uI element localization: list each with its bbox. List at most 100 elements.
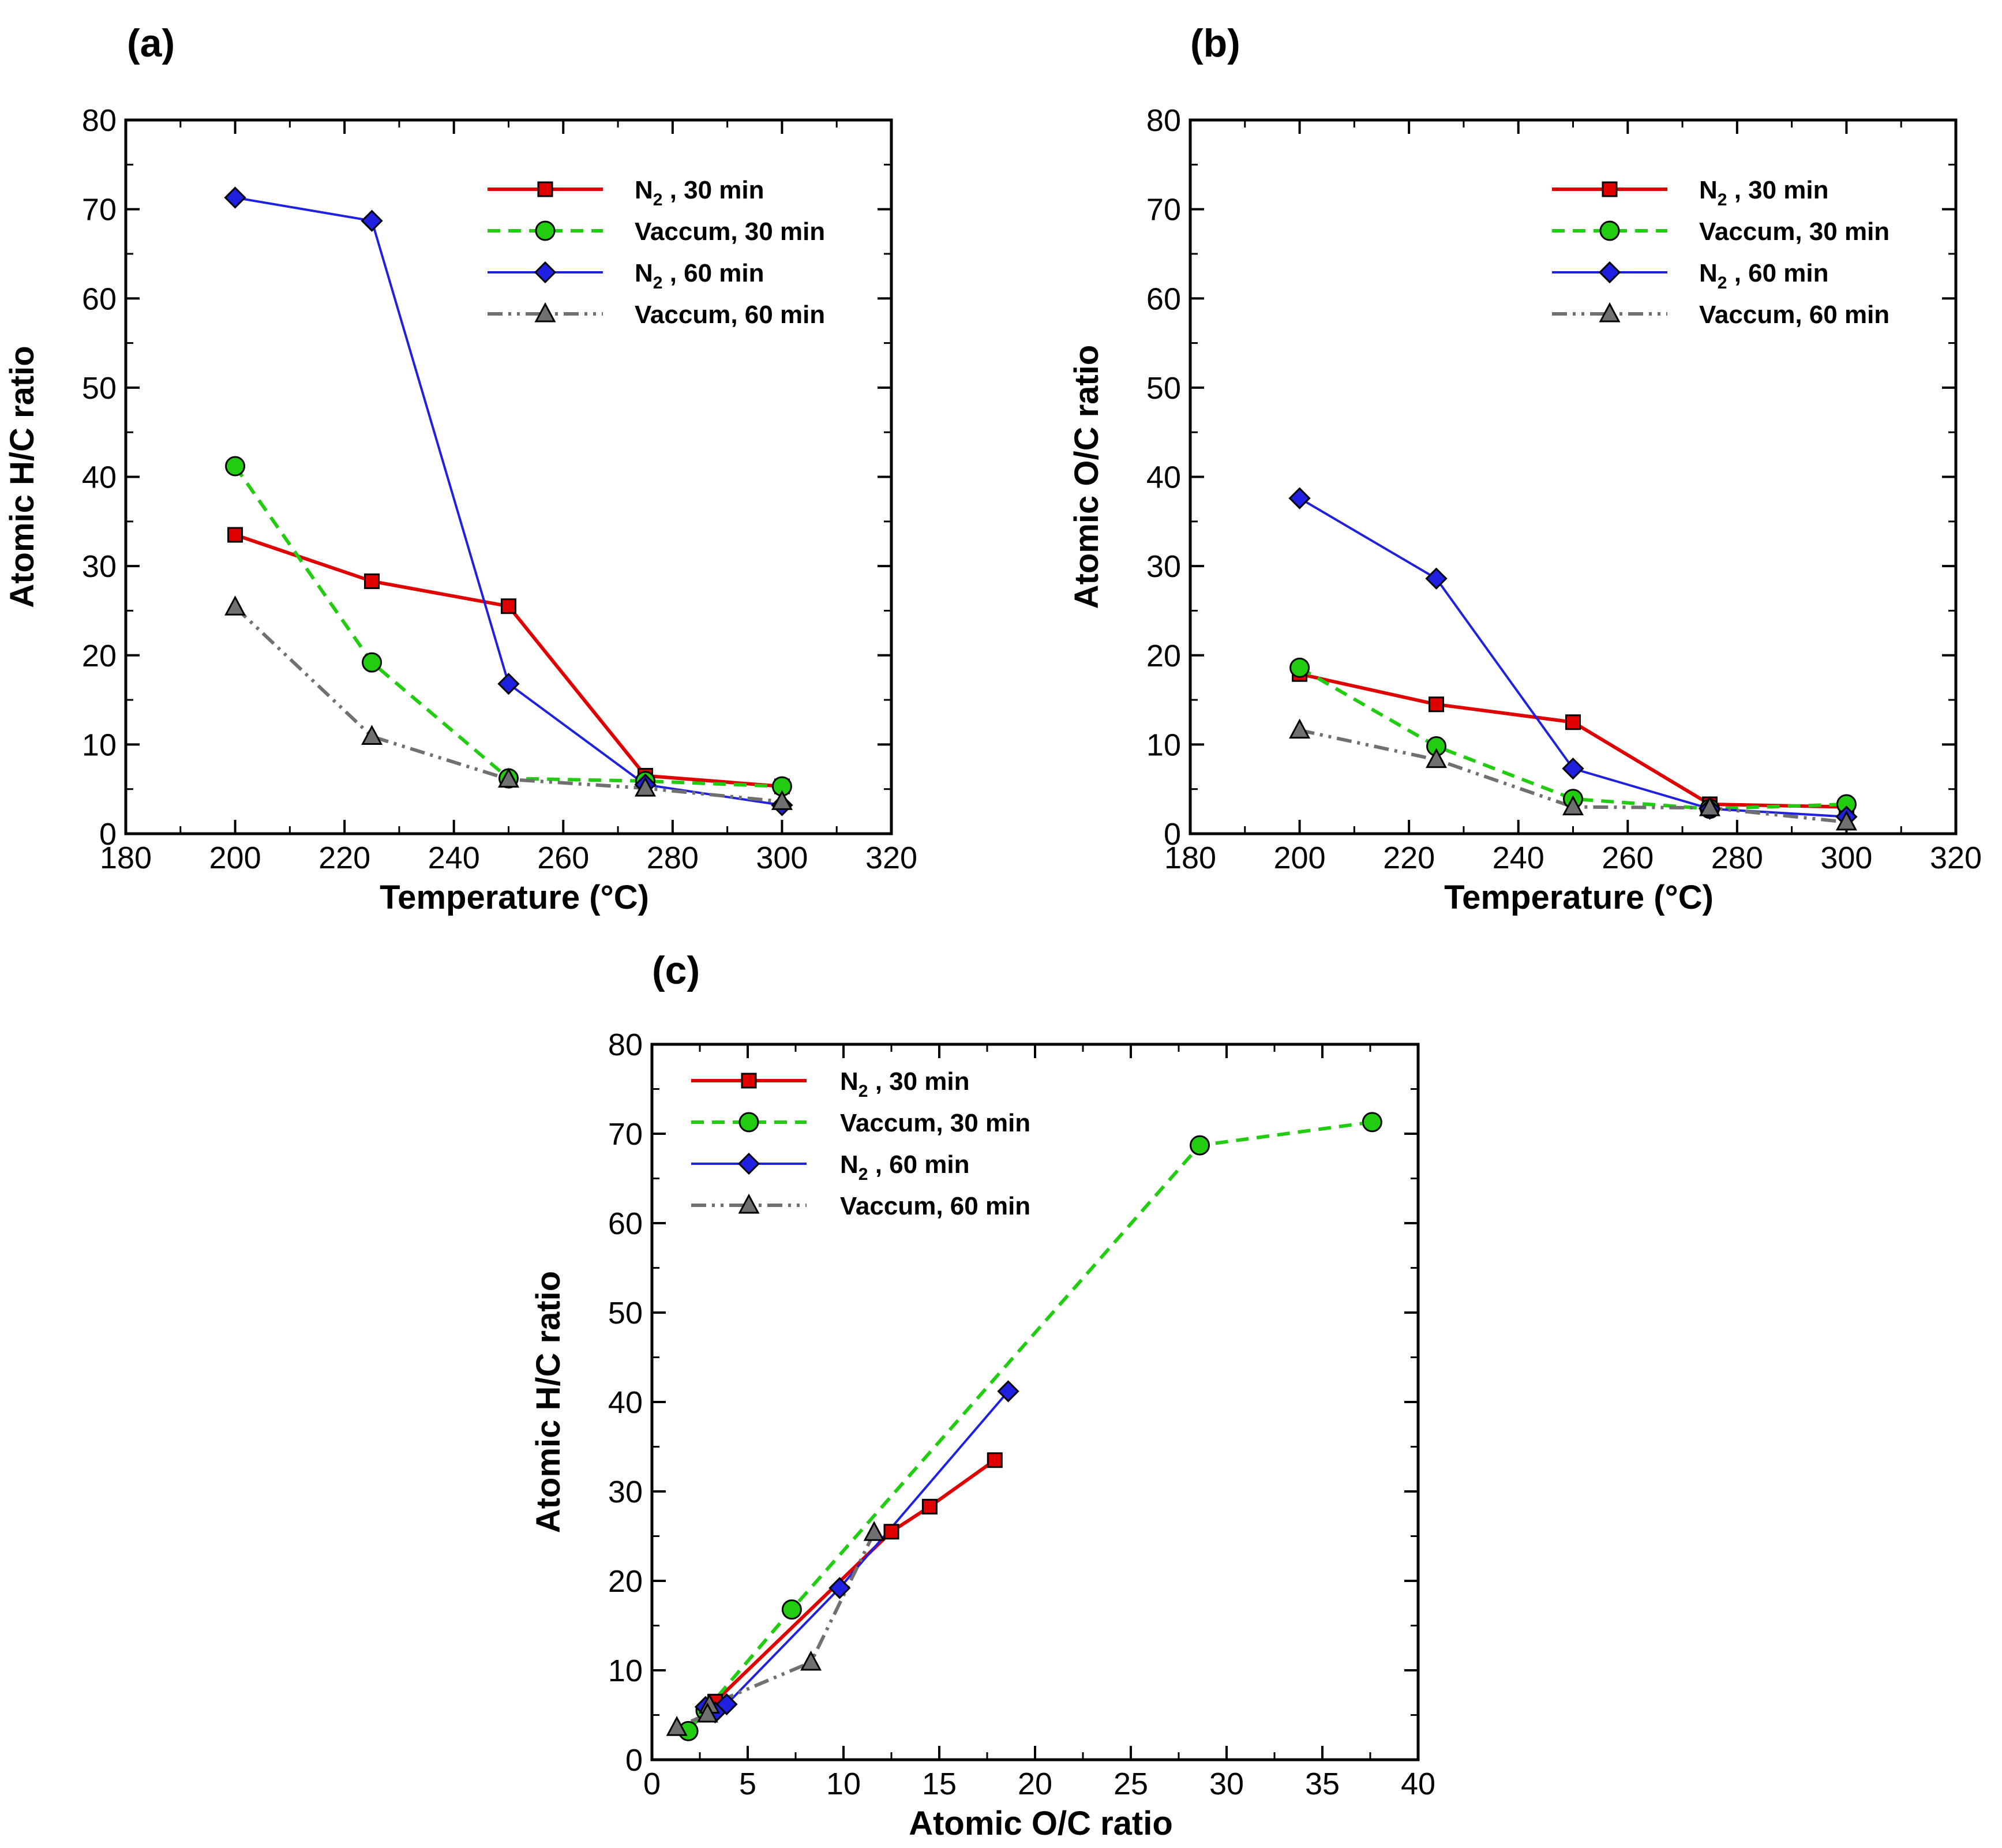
legend-label-vac_30: Vaccum, 30 min	[840, 1109, 1030, 1137]
y-axis-title: Atomic H/C ratio	[3, 346, 41, 608]
y-tick-label: 70	[1146, 193, 1181, 227]
legend-label-vac_30: Vaccum, 30 min	[1699, 218, 1889, 246]
data-point-n2_60	[224, 186, 246, 209]
legend-marker-vac_30	[1599, 220, 1620, 241]
data-point-n2_60	[1425, 567, 1448, 590]
legend-label-n2_60: N2 , 60 min	[840, 1150, 970, 1184]
y-axis-title: Atomic O/C ratio	[1068, 345, 1105, 609]
chart-0: (a) 180 200 220 240 260 280 300 320 0 10 20 30 40 50 60…	[3, 21, 917, 916]
legend: N2 , 30 min Vaccum, 30 min N2 , 60 min Vacc…	[488, 176, 825, 329]
data-point-n2_30	[921, 1498, 938, 1515]
y-tick-label: 10	[608, 1654, 643, 1688]
panel-label: (c)	[652, 949, 700, 992]
series-line-n2_60	[704, 1390, 1010, 1714]
legend-marker-vac_30	[535, 220, 556, 241]
legend: N2 , 30 min Vaccum, 30 min N2 , 60 min Vacc…	[691, 1067, 1030, 1220]
y-tick-label: 30	[1146, 549, 1181, 584]
y-tick-label: 0	[99, 817, 117, 852]
y-tick-label: 70	[608, 1117, 643, 1152]
chart-1: (b) 180 200 220 240 260 280 300 320 0 10 20 30 40 50 60…	[1068, 21, 1982, 916]
x-tick-label: 10	[826, 1767, 861, 1801]
data-point-n2_30	[883, 1524, 899, 1540]
y-tick-label: 0	[1164, 817, 1181, 852]
data-point-vac_30	[781, 1599, 802, 1620]
legend: N2 , 30 min Vaccum, 30 min N2 , 60 min Vacc…	[1552, 176, 1889, 329]
y-tick-label: 30	[608, 1475, 643, 1509]
x-tick-label: 200	[1274, 841, 1326, 875]
series-line-vac_60	[234, 606, 782, 804]
series-line-vac_60	[1299, 728, 1847, 824]
data-point-n2_30	[1565, 714, 1581, 730]
x-tick-label: 280	[1711, 841, 1763, 875]
y-tick-label: 50	[1146, 371, 1181, 406]
legend-label-n2_30: N2 , 30 min	[1699, 176, 1829, 209]
legend-marker-vac_60	[1599, 302, 1621, 323]
data-point-vac_60	[498, 767, 519, 788]
series-line-n2_30	[707, 1459, 996, 1714]
data-point-n2_30	[501, 598, 516, 614]
y-tick-label: 60	[1146, 282, 1181, 316]
x-tick-label: 280	[647, 841, 699, 875]
legend-marker-vac_60	[738, 1193, 760, 1214]
series-line-vac_30	[234, 465, 782, 789]
x-tick-label: 320	[865, 841, 917, 875]
x-tick-label: 240	[1493, 841, 1544, 875]
data-point-vac_30	[1362, 1112, 1382, 1133]
legend-marker-n2_30	[537, 181, 553, 197]
legend-marker-n2_30	[741, 1073, 757, 1089]
x-tick-label: 220	[318, 841, 370, 875]
data-point-vac_60	[1699, 796, 1720, 816]
x-tick-label: 260	[537, 841, 589, 875]
y-tick-label: 40	[608, 1385, 643, 1420]
series-line-vac_30	[1299, 666, 1847, 811]
y-tick-label: 30	[82, 549, 117, 584]
data-point-n2_60	[497, 673, 520, 695]
y-tick-label: 80	[608, 1028, 643, 1062]
y-tick-label: 0	[625, 1743, 643, 1778]
legend-label-n2_60: N2 , 60 min	[1699, 259, 1829, 293]
x-tick-label: 25	[1114, 1767, 1148, 1801]
data-point-n2_30	[987, 1452, 1003, 1468]
y-tick-label: 20	[608, 1564, 643, 1599]
legend-label-vac_30: Vaccum, 30 min	[635, 218, 825, 246]
legend-label-vac_60: Vaccum, 60 min	[635, 301, 825, 329]
x-tick-label: 35	[1305, 1767, 1340, 1801]
series-line-n2_30	[1299, 672, 1847, 809]
data-point-n2_60	[828, 1577, 851, 1599]
series-line-vac_60	[676, 1531, 876, 1729]
legend-label-n2_30: N2 , 30 min	[635, 176, 764, 209]
y-tick-label: 10	[1146, 728, 1181, 762]
y-tick-label: 40	[1146, 460, 1181, 495]
legend-label-n2_60: N2 , 60 min	[635, 259, 764, 293]
data-point-vac_60	[1289, 718, 1311, 739]
y-tick-label: 50	[608, 1296, 643, 1330]
x-tick-label: 180	[100, 841, 152, 875]
data-point-vac_30	[1289, 657, 1310, 678]
y-tick-label: 70	[82, 193, 117, 227]
y-tick-label: 60	[82, 282, 117, 316]
legend-marker-n2_30	[1602, 181, 1618, 197]
x-tick-label: 30	[1209, 1767, 1244, 1801]
x-tick-label: 320	[1930, 841, 1982, 875]
data-point-vac_60	[863, 1521, 885, 1541]
x-tick-label: 15	[922, 1767, 957, 1801]
y-tick-label: 20	[82, 639, 117, 673]
data-point-n2_30	[364, 573, 380, 589]
data-point-n2_60	[997, 1380, 1019, 1403]
x-tick-label: 220	[1383, 841, 1435, 875]
data-point-vac_60	[771, 790, 793, 810]
y-tick-label: 60	[608, 1206, 643, 1241]
data-point-vac_60	[1835, 810, 1857, 831]
x-tick-label: 200	[209, 841, 261, 875]
data-point-vac_30	[362, 652, 383, 673]
data-point-vac_60	[1562, 795, 1584, 816]
panel-label: (a)	[127, 21, 175, 65]
legend-marker-n2_60	[1598, 261, 1621, 284]
legend-label-vac_60: Vaccum, 60 min	[840, 1192, 1030, 1220]
data-point-vac_60	[696, 1702, 718, 1723]
y-tick-label: 40	[82, 460, 117, 495]
chart-2: (c) 0 5 10 15 20 25 30 35 40 0 10 20 30 40 50 60 70 80 Atom…	[530, 949, 1435, 1842]
data-point-vac_30	[225, 456, 246, 477]
x-axis-title: Atomic O/C ratio	[909, 1805, 1173, 1842]
